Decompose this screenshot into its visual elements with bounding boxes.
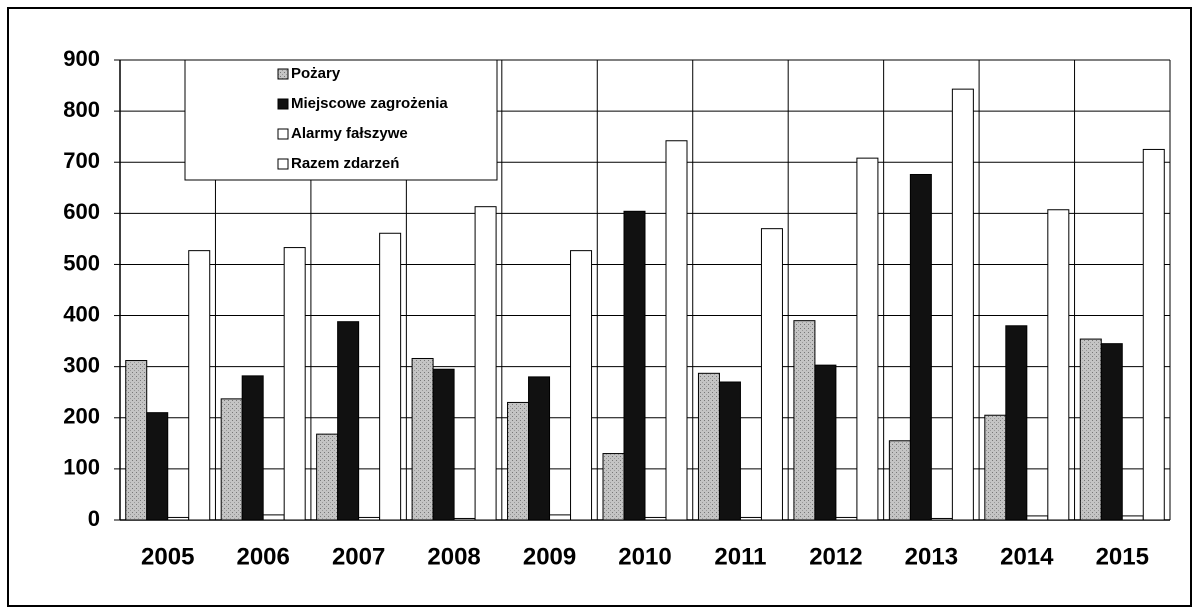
bar	[379, 232, 402, 521]
bar	[951, 88, 974, 521]
bar	[146, 412, 169, 521]
legend-swatch	[277, 68, 289, 80]
y-tick-label: 300	[63, 352, 100, 377]
bar	[1047, 209, 1070, 521]
bar	[697, 372, 720, 521]
bar	[358, 516, 381, 521]
bar	[1026, 515, 1049, 521]
y-tick-label: 400	[63, 301, 100, 326]
legend-label: Miejscowe zagrożenia	[291, 95, 448, 112]
legend-box	[184, 59, 498, 181]
bar	[125, 360, 148, 521]
x-tick-label: 2010	[618, 543, 671, 570]
x-tick-label: 2012	[809, 543, 862, 570]
bar	[718, 381, 741, 521]
bar	[909, 173, 932, 521]
bar	[739, 516, 762, 521]
legend-label: Pożary	[291, 65, 341, 82]
bar	[814, 364, 837, 521]
x-tick-label: 2008	[427, 543, 480, 570]
bar	[760, 228, 783, 521]
bar	[665, 140, 688, 521]
bar	[930, 517, 953, 521]
bar	[549, 514, 572, 521]
bar	[1079, 338, 1102, 521]
bar	[337, 321, 360, 521]
bar	[507, 401, 530, 521]
y-tick-label: 100	[63, 455, 100, 480]
bar	[411, 357, 434, 521]
bar	[188, 250, 211, 521]
x-tick-label: 2013	[905, 543, 958, 570]
bar	[167, 516, 190, 521]
legend-swatch	[277, 158, 289, 170]
x-tick-label: 2014	[1000, 543, 1054, 570]
bar	[453, 517, 476, 521]
bar	[220, 398, 243, 521]
y-tick-label: 600	[63, 199, 100, 224]
bar	[570, 250, 593, 521]
x-tick-label: 2011	[714, 543, 766, 570]
bar	[474, 206, 497, 521]
x-tick-label: 2007	[332, 543, 385, 570]
bar	[888, 440, 911, 521]
bar	[1005, 325, 1028, 521]
bar	[984, 414, 1007, 521]
bar	[1121, 515, 1144, 521]
bar	[1142, 148, 1165, 521]
bar	[623, 210, 646, 521]
bar	[283, 247, 306, 521]
y-tick-label: 500	[63, 250, 100, 275]
bar	[644, 516, 667, 521]
x-tick-label: 2005	[141, 543, 194, 570]
legend-swatch	[277, 128, 289, 140]
x-tick-label: 2006	[236, 543, 289, 570]
x-tick-label: 2015	[1096, 543, 1149, 570]
bar	[1100, 343, 1123, 521]
legend-label: Razem zdarzeń	[291, 155, 399, 172]
x-tick-label: 2009	[523, 543, 576, 570]
y-tick-label: 200	[63, 404, 100, 429]
bar	[316, 433, 339, 521]
bar	[602, 453, 625, 521]
bar	[793, 320, 816, 521]
bar	[856, 157, 879, 521]
y-tick-label: 700	[63, 148, 100, 173]
bar	[432, 368, 455, 521]
bar	[528, 376, 551, 521]
legend-label: Alarmy fałszywe	[291, 125, 408, 142]
y-tick-label: 0	[88, 506, 100, 531]
legend-swatch	[277, 98, 289, 110]
y-tick-label: 900	[63, 46, 100, 71]
bar	[241, 375, 264, 521]
bar	[262, 514, 285, 521]
y-tick-label: 800	[63, 97, 100, 122]
bar	[835, 516, 858, 521]
